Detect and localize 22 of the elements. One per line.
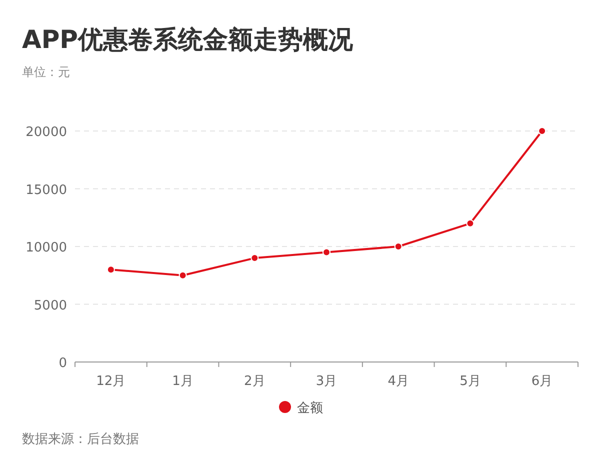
y-axis-title: 单位：元	[22, 65, 70, 79]
point	[538, 127, 546, 135]
point	[466, 219, 474, 228]
x-tick-label: 3月	[316, 374, 338, 389]
y-tick-label: 0	[58, 356, 67, 371]
y-tick-label: 20000	[26, 125, 67, 140]
point	[394, 242, 402, 250]
chart-title: APP优惠卷系统金额走势概况	[22, 25, 354, 54]
x-tick-label: 1月	[172, 374, 194, 389]
point	[106, 266, 115, 274]
x-tick-label: 5月	[460, 374, 481, 389]
x-tick-label: 2月	[244, 374, 266, 389]
legend-label: 金额	[297, 401, 323, 416]
point	[322, 248, 330, 256]
y-tick-label: 15000	[26, 182, 67, 198]
y-tick-label: 5000	[34, 298, 67, 314]
point	[178, 271, 187, 280]
y-tick-label: 10000	[26, 240, 67, 256]
source-note: 数据来源：后台数据	[22, 432, 139, 447]
x-tick-label: 12月	[96, 374, 126, 389]
x-tick-label: 6月	[531, 374, 553, 389]
x-tick-label: 4月	[388, 374, 409, 389]
